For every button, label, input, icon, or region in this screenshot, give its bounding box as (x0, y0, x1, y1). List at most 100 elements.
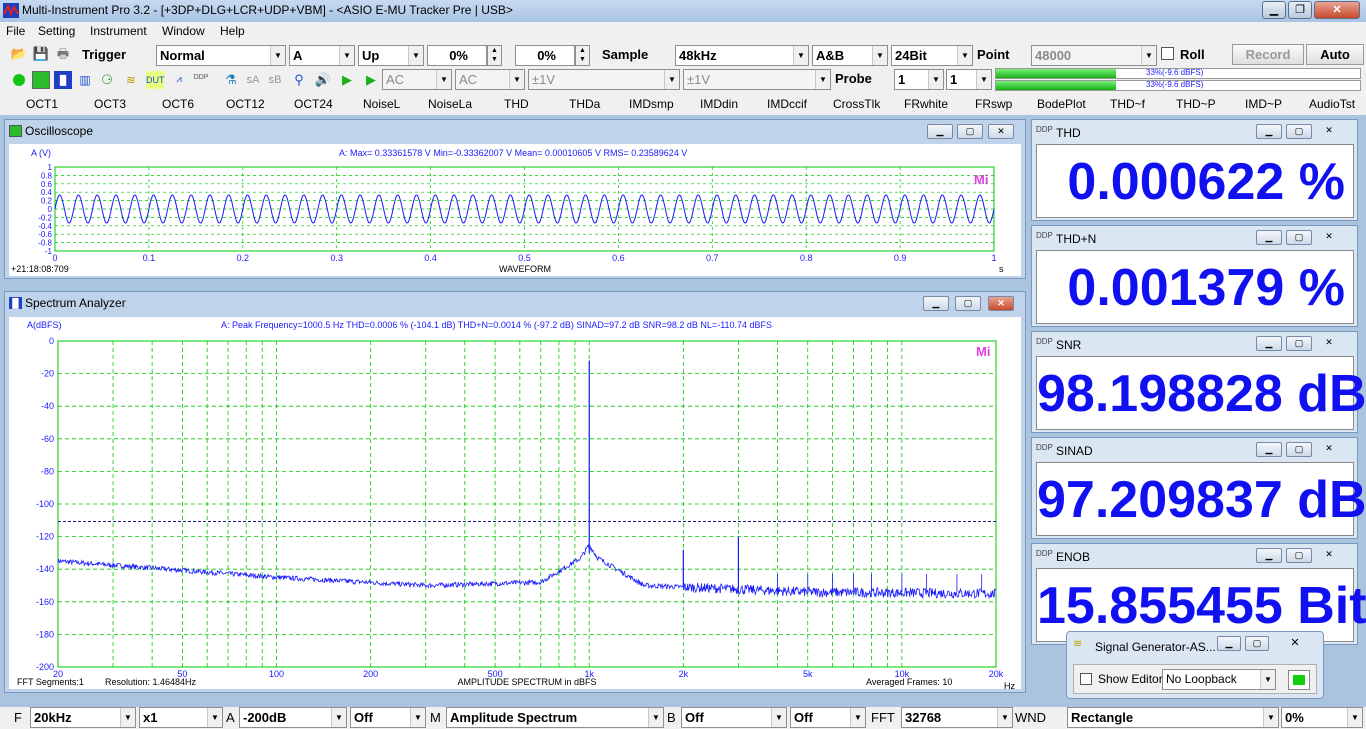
play-once-icon[interactable]: ▶ (366, 72, 376, 87)
minimize-button[interactable]: ▁ (1262, 1, 1286, 19)
quick-button-oct24[interactable]: OCT24 (294, 97, 333, 111)
amplitude-range-select[interactable]: -200dB ▼ (239, 707, 347, 728)
quick-button-noisel[interactable]: NoiseL (363, 97, 401, 111)
b-option-select[interactable]: Off ▼ (790, 707, 866, 728)
quick-button-thdp[interactable]: THD~P (1176, 97, 1216, 111)
multimeter-icon[interactable]: ≋ (125, 73, 137, 87)
save-icon[interactable]: 💾 (32, 46, 50, 61)
spec-close-button[interactable]: ✕ (988, 296, 1014, 311)
menu-window[interactable]: Window (162, 24, 205, 38)
coupling-a-select[interactable]: AC ▼ (382, 69, 452, 90)
oscilloscope-icon[interactable] (32, 71, 50, 89)
probe-a-select[interactable]: 1 ▼ (894, 69, 944, 90)
range-a-select[interactable]: ±1V ▼ (528, 69, 680, 90)
meter-close-button[interactable]: ✕ (1325, 549, 1333, 559)
quick-button-imddin[interactable]: IMDdin (700, 97, 739, 111)
meter-minimize-button[interactable]: ▁ (1256, 124, 1282, 139)
quick-button-crosstlk[interactable]: CrossTlk (833, 97, 881, 111)
cursor-b-icon[interactable]: ꜱB (268, 74, 282, 86)
show-editor-checkbox[interactable] (1080, 673, 1092, 685)
quick-button-imdsmp[interactable]: IMDsmp (629, 97, 674, 111)
meter-close-button[interactable]: ✕ (1325, 337, 1333, 347)
frequency-zoom-select[interactable]: x1 ▼ (139, 707, 223, 728)
close-button[interactable]: ✕ (1314, 1, 1360, 19)
quick-button-audiotst[interactable]: AudioTst (1309, 97, 1356, 111)
spectrum-plot[interactable]: A(dBFS) A: Peak Frequency=1000.5 Hz THD=0… (9, 317, 1021, 691)
pretrigger-spinner[interactable]: ▲ ▼ (575, 45, 590, 66)
b-mode-select[interactable]: Off ▼ (681, 707, 787, 728)
quick-button-oct3[interactable]: OCT3 (94, 97, 127, 111)
quick-button-oct6[interactable]: OCT6 (162, 97, 195, 111)
siggen-maximize-button[interactable]: ▢ (1245, 636, 1269, 651)
menu-instrument[interactable]: Instrument (90, 24, 147, 38)
play-icon[interactable]: ▶ (342, 72, 352, 87)
quick-button-frswp[interactable]: FRswp (975, 97, 1013, 111)
trigger-mode-select[interactable]: Normal ▼ (156, 45, 286, 66)
meter-close-button[interactable]: ✕ (1325, 443, 1333, 453)
quick-button-thd[interactable]: THD (504, 97, 529, 111)
spec-minimize-button[interactable]: ▁ (923, 296, 949, 311)
spectrum-chart[interactable]: A(dBFS) A: Peak Frequency=1000.5 Hz THD=0… (9, 317, 1021, 691)
fft-size-select[interactable]: 32768 ▼ (901, 707, 1013, 728)
menu-file[interactable]: File (6, 24, 26, 38)
meter-minimize-button[interactable]: ▁ (1256, 336, 1282, 351)
osc-maximize-button[interactable]: ▢ (957, 124, 983, 139)
data-logger-icon[interactable]: DUT (146, 71, 165, 89)
spectrum-3d-icon[interactable]: ▥ (79, 73, 91, 87)
print-icon[interactable]: 🖶 (56, 46, 70, 61)
siggen-minimize-button[interactable]: ▁ (1217, 636, 1241, 651)
menu-setting[interactable]: Setting (38, 24, 76, 38)
probe-b-select[interactable]: 1 ▼ (946, 69, 992, 90)
oscilloscope-plot[interactable]: A (V) A: Max= 0.33361578 V Min=-0.3336200… (9, 144, 1021, 276)
quick-button-thda[interactable]: THDa (569, 97, 601, 111)
waveform-icon[interactable]: ⩘ (176, 74, 182, 85)
generator-power-button[interactable] (1288, 670, 1310, 690)
points-select[interactable]: 48000 ▼ (1031, 45, 1157, 66)
record-button[interactable]: Record (1232, 44, 1304, 65)
oscilloscope-chart[interactable]: A (V) A: Max= 0.33361578 V Min=-0.3336200… (9, 144, 1021, 276)
phase-plot-icon[interactable]: ⚆ (101, 72, 113, 87)
quick-button-noisela[interactable]: NoiseLa (428, 97, 473, 111)
menu-help[interactable]: Help (220, 24, 245, 38)
meter-maximize-button[interactable]: ▢ (1286, 230, 1312, 245)
osc-close-button[interactable]: ✕ (988, 124, 1014, 139)
overlap-select[interactable]: 0% ▼ (1281, 707, 1363, 728)
pretrigger-input[interactable]: 0% (515, 45, 575, 66)
meter-minimize-button[interactable]: ▁ (1256, 442, 1282, 457)
restore-button[interactable]: ❐ (1288, 1, 1312, 19)
quick-button-thdf[interactable]: THD~f (1110, 97, 1146, 111)
osc-minimize-button[interactable]: ▁ (927, 124, 953, 139)
run-indicator-icon[interactable] (10, 71, 28, 89)
ddp-icon[interactable]: DDP (193, 74, 209, 81)
meter-close-button[interactable]: ✕ (1325, 231, 1333, 241)
sample-rate-select[interactable]: 48kHz ▼ (675, 45, 809, 66)
meter-maximize-button[interactable]: ▢ (1286, 124, 1312, 139)
coupling-b-select[interactable]: AC ▼ (455, 69, 525, 90)
quick-button-oct1[interactable]: OCT1 (26, 97, 59, 111)
trigger-level-input[interactable]: 0% (427, 45, 487, 66)
meter-maximize-button[interactable]: ▢ (1286, 442, 1312, 457)
quick-button-oct12[interactable]: OCT12 (226, 97, 265, 111)
open-icon[interactable]: 📂 (10, 46, 28, 61)
quick-button-frwhite[interactable]: FRwhite (904, 97, 949, 111)
generator-icon[interactable]: ⚗ (225, 72, 237, 87)
spec-maximize-button[interactable]: ▢ (955, 296, 981, 311)
meter-maximize-button[interactable]: ▢ (1286, 548, 1312, 563)
quick-button-bodeplot[interactable]: BodePlot (1037, 97, 1086, 111)
trigger-channel-select[interactable]: A ▼ (289, 45, 355, 66)
range-b-select[interactable]: ±1V ▼ (683, 69, 831, 90)
quick-button-imdp[interactable]: IMD~P (1245, 97, 1283, 111)
meter-close-button[interactable]: ✕ (1325, 125, 1333, 135)
amplitude-weighting-select[interactable]: Off ▼ (350, 707, 426, 728)
quick-button-imdccif[interactable]: IMDccif (767, 97, 807, 111)
loopback-select[interactable]: No Loopback ▼ (1162, 669, 1276, 690)
auto-button[interactable]: Auto (1306, 44, 1364, 65)
meter-minimize-button[interactable]: ▁ (1256, 548, 1282, 563)
roll-checkbox[interactable] (1161, 47, 1174, 60)
meter-minimize-button[interactable]: ▁ (1256, 230, 1282, 245)
siggen-close-button[interactable]: ✕ (1290, 637, 1300, 649)
cursor-a-icon[interactable]: ꜱA (246, 74, 260, 86)
speaker-icon[interactable]: 🔊 (314, 72, 332, 87)
bit-depth-select[interactable]: 24Bit ▼ (891, 45, 973, 66)
spectrum-analyzer-icon[interactable]: ▐▌ (54, 71, 72, 89)
